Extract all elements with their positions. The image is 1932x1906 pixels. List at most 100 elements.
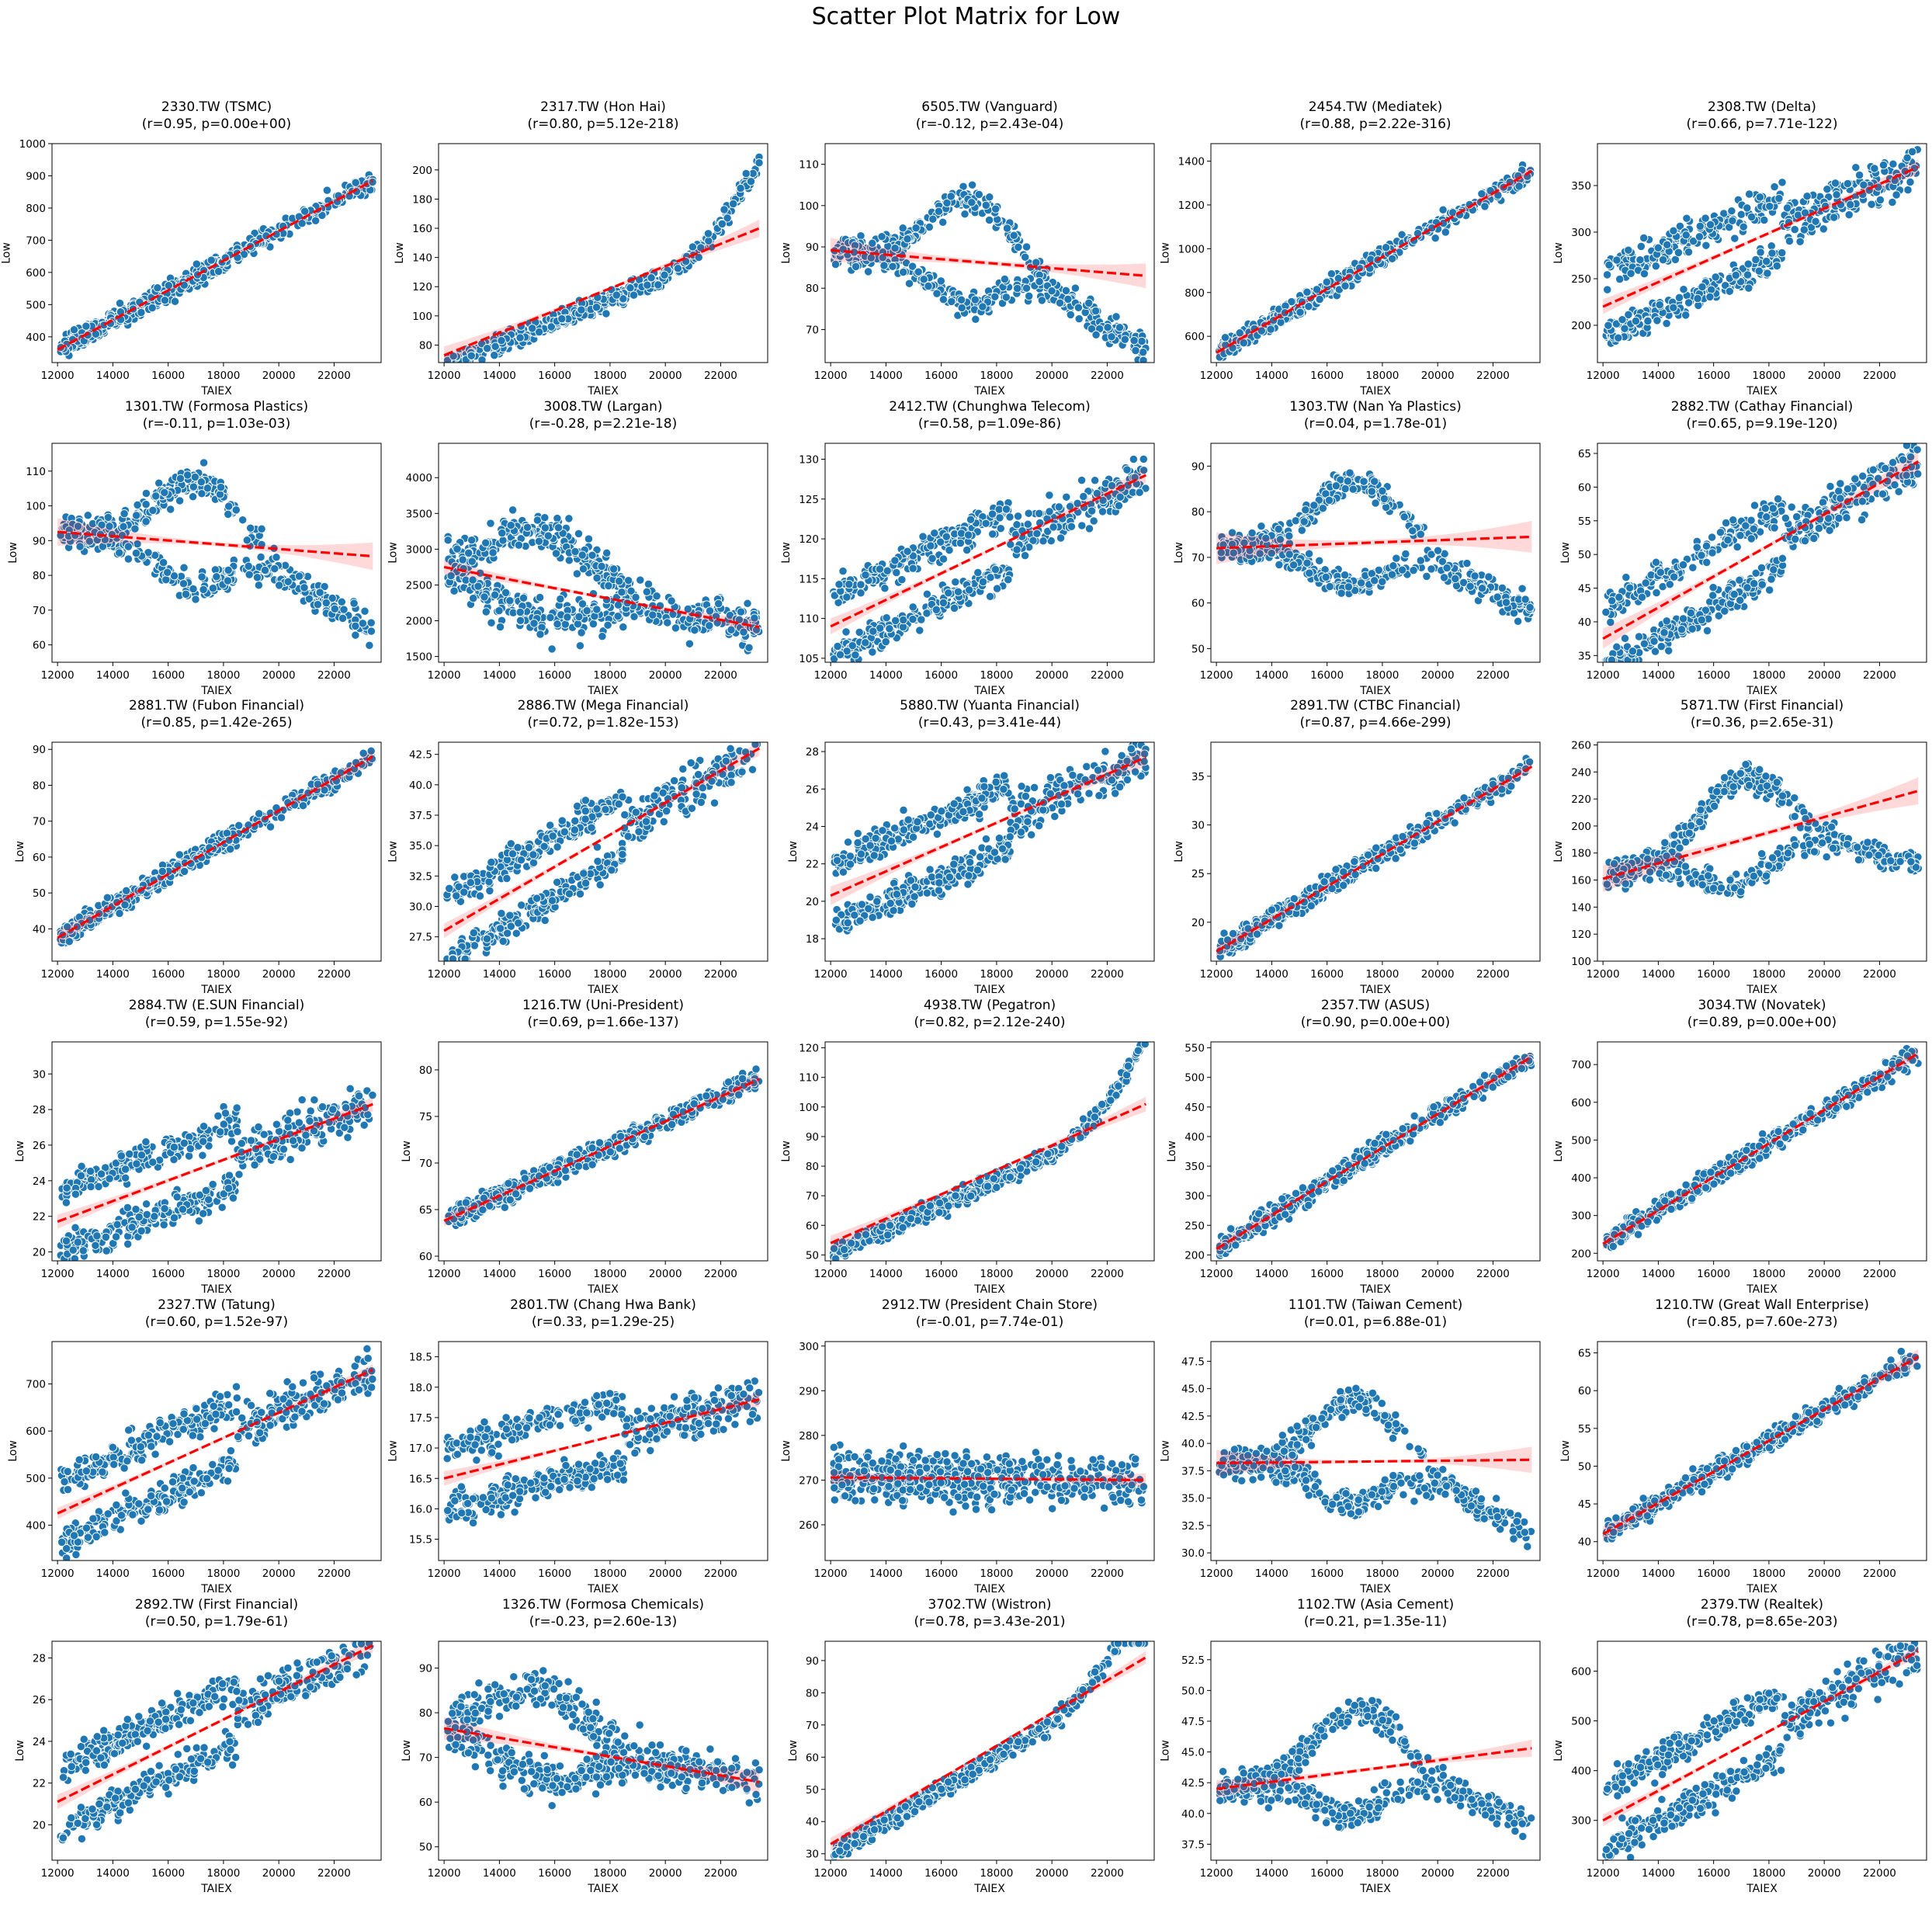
data-point [133,500,142,510]
data-point [833,641,842,651]
data-point [1624,245,1633,255]
data-point [572,569,582,578]
x-tick-label: 14000 [96,370,130,382]
data-point [556,594,565,604]
subplot-2330-tw: 2330.TW (TSMC) (r=0.95, p=0.00e+00) 12000 1… [0,97,391,405]
y-tick-label: 350 [1571,180,1591,193]
data-point [351,621,360,631]
subplot-title: 2330.TW (TSMC) [161,99,272,115]
data-point [588,619,598,629]
data-point [330,604,339,613]
data-point [1129,454,1139,464]
data-point [1090,476,1100,485]
data-point [963,530,973,540]
x-tick-label: 16000 [151,370,185,382]
data-point [829,654,839,662]
data-point [1039,536,1048,546]
data-point [986,573,995,582]
data-point [1513,616,1523,626]
data-point [534,536,544,546]
data-point [546,613,555,623]
data-point [612,290,621,300]
data-point [1739,222,1748,231]
data-point [1772,261,1781,271]
data-point [199,458,209,467]
data-point [1315,294,1324,304]
x-axis-label: TAIEX [973,385,1005,398]
data-point [1122,465,1132,474]
data-point [918,532,928,541]
data-point [660,270,669,279]
data-point [861,570,870,580]
data-point [863,267,873,276]
data-point [481,607,491,616]
data-point [869,627,878,636]
data-point [244,561,253,571]
x-tick-label: 22000 [1863,370,1896,382]
subplot-stats: (r=0.95, p=0.00e+00) [142,116,291,132]
data-point [1795,237,1805,246]
data-point [75,542,85,551]
data-point [1701,214,1710,223]
confidence-band [1216,165,1532,359]
data-point [831,259,841,269]
data-point [131,548,141,558]
data-point [1746,212,1757,222]
data-point [754,158,764,168]
x-tick-label: 18000 [206,669,240,682]
data-point [841,627,851,637]
data-point [924,281,933,291]
data-point [543,531,553,540]
data-point [1493,592,1502,602]
data-point [974,189,983,200]
data-point [540,523,550,533]
data-point [673,264,683,273]
data-point [300,583,309,592]
data-point [705,606,715,616]
data-point [1653,243,1663,252]
data-point [1107,481,1117,491]
data-point [1626,269,1635,278]
data-point [1037,296,1047,305]
axes-frame [824,143,1155,363]
y-tick-label: 600 [26,267,46,279]
data-point [69,325,79,335]
data-point [1614,333,1623,342]
data-point [619,294,628,304]
data-point [746,177,756,186]
data-point [328,593,337,603]
figure-title: Scatter Plot Matrix for Low [811,3,1121,30]
data-point [498,536,508,545]
y-tick-label: 1400 [1178,156,1205,168]
data-point [890,556,900,565]
data-point [515,333,525,342]
data-point [830,591,839,600]
data-point [617,588,626,597]
data-point [1302,287,1312,297]
data-point [904,279,914,288]
data-point [1653,316,1662,325]
data-point [1662,318,1671,328]
x-tick-label: 18000 [1752,370,1785,382]
data-point [868,238,877,248]
x-tick-label: 20000 [649,669,682,682]
data-point [175,474,186,484]
data-point [254,581,264,590]
data-point [83,511,92,520]
data-point [1867,200,1876,209]
y-tick-label: 120 [412,281,432,293]
data-point [1374,565,1383,575]
data-point [501,588,511,598]
data-point [547,644,557,654]
x-tick-label: 16000 [151,669,185,682]
data-point [1441,227,1450,237]
data-point [506,520,515,530]
data-point [321,598,331,608]
data-point [720,205,729,214]
y-axis-label: Low [1,242,13,264]
data-point [1054,502,1063,512]
regression-line [443,227,760,357]
data-point [683,604,692,614]
data-point [1002,224,1012,233]
data-point [613,612,623,621]
